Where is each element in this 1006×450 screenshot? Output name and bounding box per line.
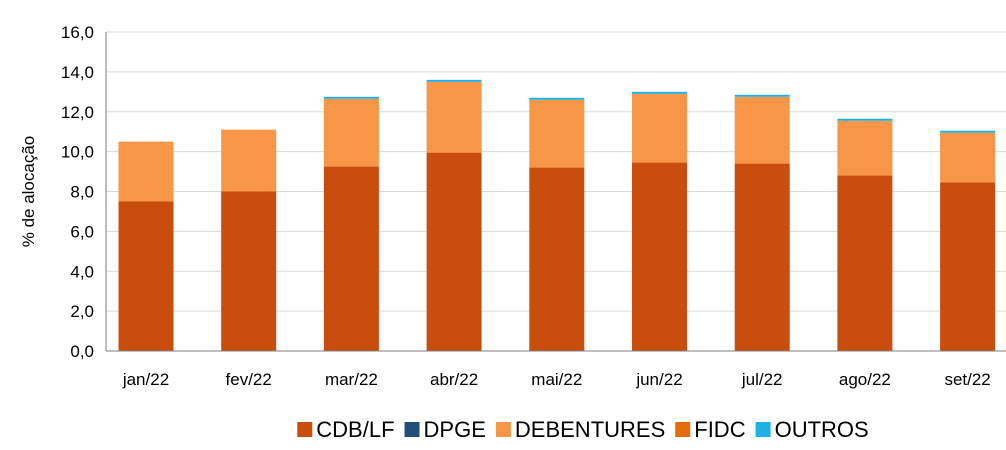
- x-tick-label: mar/22: [325, 370, 378, 389]
- x-tick-label: fev/22: [226, 370, 272, 389]
- bar-segment-cdb-lf: [323, 166, 379, 351]
- legend-label: CDB/LF: [316, 417, 394, 442]
- bar-segment-debentures: [529, 99, 585, 168]
- x-tick-labels: jan/22 fev/22 mar/22 abr/22 mai/22 jun/22 jul/…: [122, 370, 991, 389]
- bar-segment-debentures: [221, 129, 277, 192]
- y-tick-label: 16,0: [61, 23, 94, 42]
- bar-segment-debentures: [837, 120, 893, 176]
- legend-swatch-outros: [755, 422, 771, 437]
- y-tick-label: 4,0: [70, 262, 94, 281]
- x-tick-label: jan/22: [122, 370, 169, 389]
- y-tick-label: 10,0: [61, 143, 94, 162]
- legend-swatch-debentures: [495, 422, 511, 437]
- x-tick-label: abr/22: [430, 370, 478, 389]
- bar-segment-debentures: [940, 132, 996, 183]
- bar-segment-cdb-lf: [632, 162, 687, 351]
- legend-swatch-cdb-lf: [297, 422, 313, 437]
- x-tick-label: mai/22: [531, 370, 582, 389]
- y-tick-labels: 0,0 2,0 4,0 6,0 8,0 10,0 12,0 14,0 16,0: [61, 23, 94, 361]
- bar-segment-debentures: [426, 81, 482, 153]
- y-tick-label: 0,0: [70, 342, 94, 361]
- bar-segment-cdb-lf: [734, 163, 790, 351]
- bar-segment-outros: [529, 97, 585, 100]
- bar-segment-cdb-lf: [221, 191, 277, 351]
- bar-segment-outros: [323, 96, 379, 99]
- x-tick-label: set/22: [944, 370, 990, 389]
- x-tick-label: ago/22: [839, 370, 891, 389]
- bar-segment-cdb-lf: [940, 182, 996, 351]
- legend-swatch-dpge: [404, 422, 420, 437]
- y-tick-label: 6,0: [70, 222, 94, 241]
- bar-segment-cdb-lf: [837, 175, 893, 351]
- legend-label: DEBENTURES: [515, 417, 665, 442]
- y-tick-label: 14,0: [61, 63, 94, 82]
- bar-segment-outros: [734, 94, 790, 97]
- y-tick-label: 8,0: [70, 183, 94, 202]
- legend-label: DPGE: [424, 417, 486, 442]
- bar-segment-debentures: [118, 141, 174, 202]
- y-tick-label: 12,0: [61, 103, 94, 122]
- bar-segment-debentures: [734, 96, 790, 164]
- bar-segment-outros: [426, 79, 482, 82]
- bar-segment-outros: [940, 130, 996, 133]
- y-axis-label: % de alocação: [19, 136, 38, 248]
- bar-segment-cdb-lf: [118, 201, 174, 351]
- x-tick-label: jun/22: [635, 370, 682, 389]
- bar-segment-cdb-lf: [529, 167, 585, 351]
- legend-label: OUTROS: [775, 417, 869, 442]
- legend-swatch-fidc: [675, 422, 691, 437]
- legend: CDB/LF DPGE DEBENTURES FIDC OUTROS: [297, 417, 869, 442]
- bars: [118, 79, 996, 351]
- bar-segment-debentures: [323, 98, 379, 167]
- x-tick-label: jul/22: [741, 370, 783, 389]
- bar-segment-outros: [837, 118, 893, 121]
- bar-segment-outros: [632, 91, 687, 94]
- bar-segment-debentures: [632, 93, 687, 163]
- bar-segment-cdb-lf: [426, 152, 482, 351]
- y-tick-label: 2,0: [70, 302, 94, 321]
- legend-label: FIDC: [694, 417, 745, 442]
- axes: [105, 32, 1006, 352]
